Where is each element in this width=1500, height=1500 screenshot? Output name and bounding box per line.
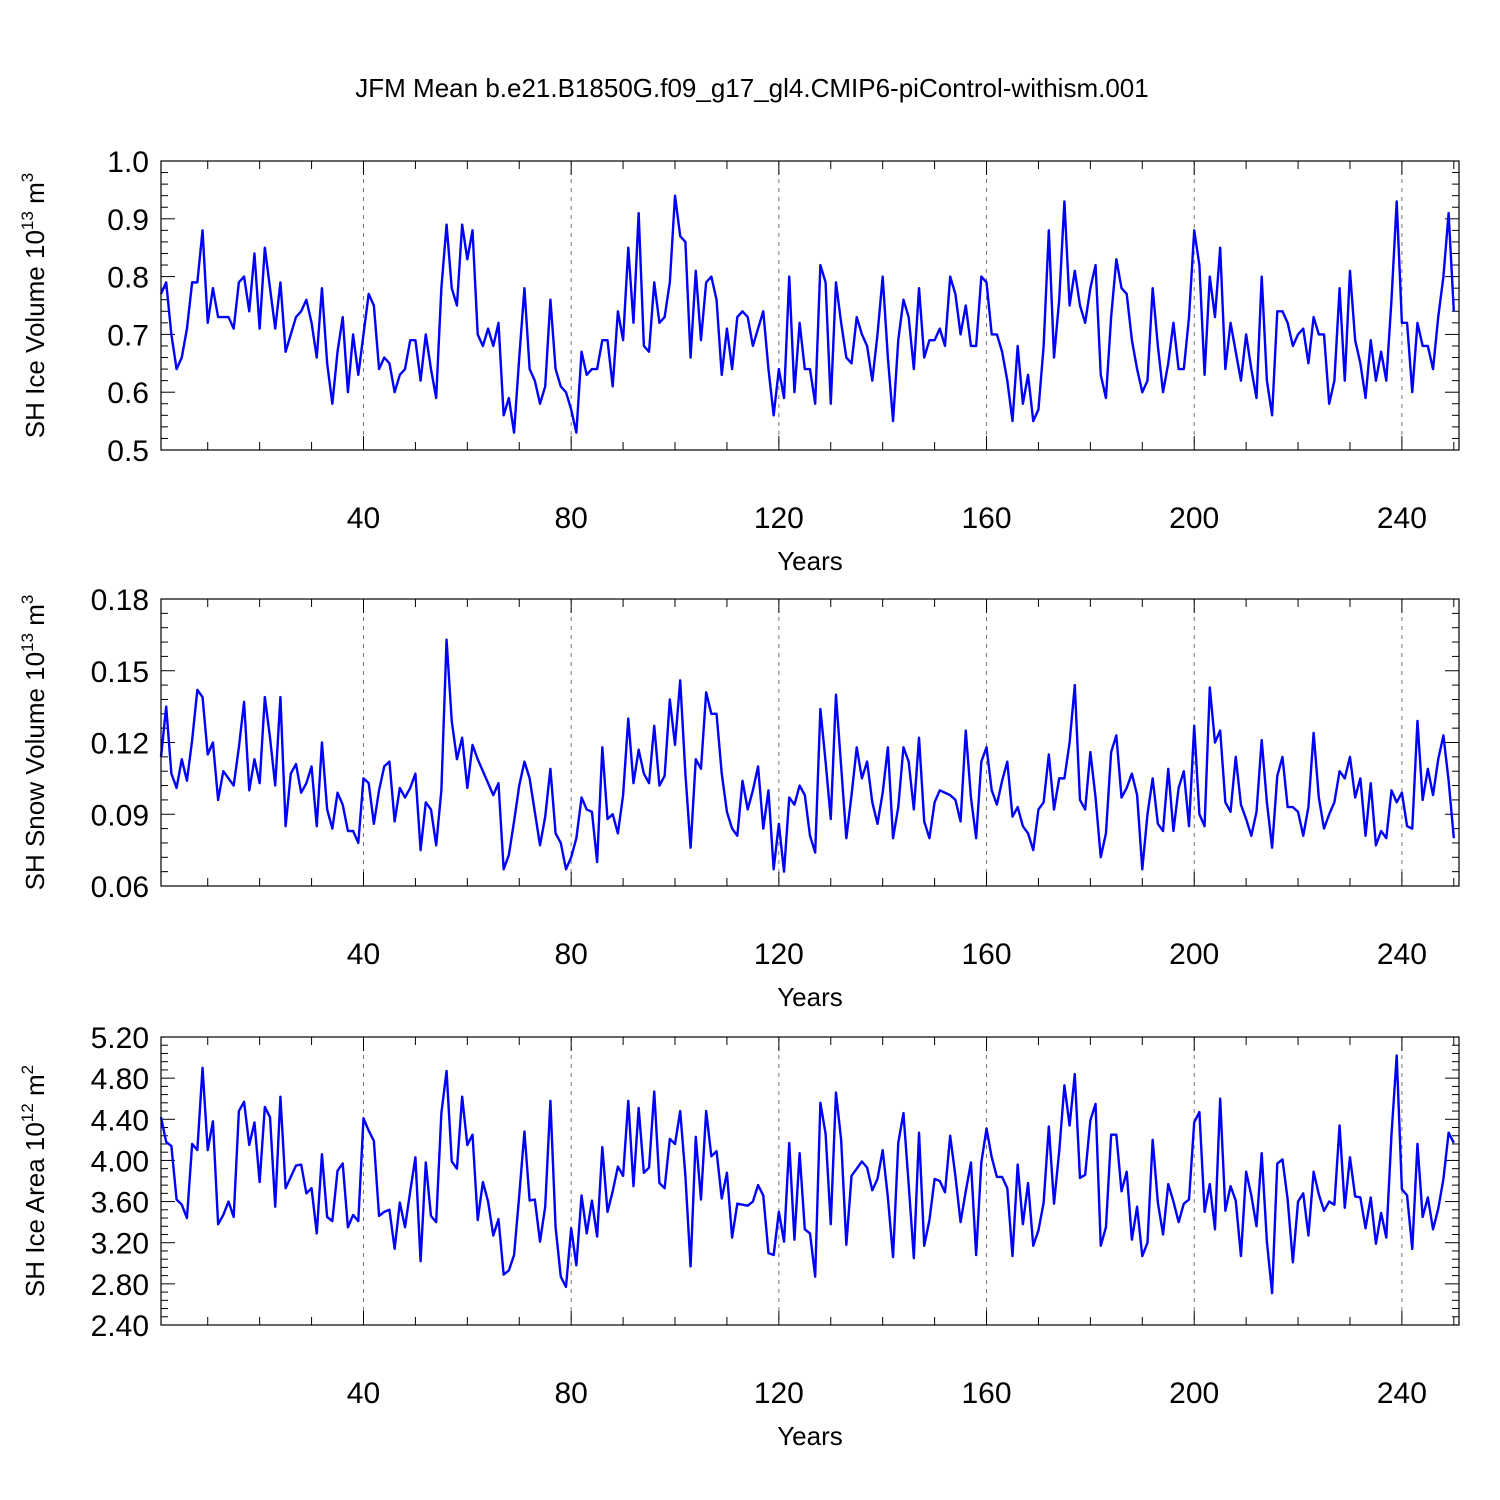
chart-title: JFM Mean b.e21.B1850G.f09_g17_gl4.CMIP6-… xyxy=(355,73,1148,103)
plot-frame xyxy=(160,1036,1460,1326)
x-tick-label: 80 xyxy=(554,938,587,971)
x-tick-label: 200 xyxy=(1169,502,1219,535)
y-tick-label: 0.12 xyxy=(91,728,149,761)
x-tick-label: 240 xyxy=(1377,938,1427,971)
y-tick-label: 0.09 xyxy=(91,799,149,832)
y-tick-label: 4.80 xyxy=(91,1063,149,1096)
x-axis-label: Years xyxy=(777,1421,843,1451)
x-tick-label: 120 xyxy=(754,938,804,971)
y-tick-label: 3.20 xyxy=(91,1228,149,1261)
x-tick-label: 160 xyxy=(961,502,1011,535)
y-tick-label: 2.40 xyxy=(91,1310,149,1343)
y-tick-label: 0.7 xyxy=(107,319,149,352)
x-tick-label: 80 xyxy=(554,1377,587,1410)
y-axis-label: SH Ice Volume 1013 m3 xyxy=(18,173,50,438)
x-tick-label: 80 xyxy=(554,502,587,535)
panel-3: 2.40 2.80 3.20 3.60 4.00 4.40 4.80 5.20 40 80 120 1… xyxy=(18,1022,1460,1451)
x-tick-label: 240 xyxy=(1377,502,1427,535)
y-tick-label: 3.60 xyxy=(91,1187,149,1220)
x-tick-label: 40 xyxy=(347,502,380,535)
x-tick-label: 40 xyxy=(347,938,380,971)
series-line-3 xyxy=(159,1054,1455,1295)
y-tick-label: 1.0 xyxy=(107,146,149,179)
x-tick-label: 200 xyxy=(1169,1377,1219,1410)
y-axis-label: SH Snow Volume 1013 m3 xyxy=(18,595,50,891)
y-tick-label: 0.8 xyxy=(107,262,149,295)
y-tick-label: 2.80 xyxy=(91,1269,149,1302)
y-tick-label: 0.5 xyxy=(107,435,149,468)
y-tick-label: 0.9 xyxy=(107,204,149,237)
x-axis-label: Years xyxy=(777,982,843,1012)
y-axis-label: SH Ice Area 1012 m2 xyxy=(18,1065,50,1297)
x-tick-label: 200 xyxy=(1169,938,1219,971)
x-tick-label: 160 xyxy=(961,1377,1011,1410)
plot-frame xyxy=(160,598,1460,887)
y-tick-label: 5.20 xyxy=(91,1022,149,1055)
plot-frame xyxy=(160,160,1460,451)
x-axis-label: Years xyxy=(777,546,843,576)
y-tick-label: 0.6 xyxy=(107,377,149,410)
x-tick-label: 160 xyxy=(961,938,1011,971)
series-line-1 xyxy=(159,194,1456,434)
y-tick-label: 4.40 xyxy=(91,1104,149,1137)
panel-2: 0.06 0.09 0.12 0.15 0.18 40 80 120 160 200 240 Year… xyxy=(18,584,1460,1012)
y-tick-label: 0.06 xyxy=(91,871,149,904)
y-tick-label: 4.00 xyxy=(91,1145,149,1178)
panel-1: 0.5 0.6 0.7 0.8 0.9 1.0 40 80 120 160 200 240 Years S… xyxy=(18,146,1460,576)
y-tick-label: 0.18 xyxy=(91,584,149,617)
x-tick-label: 120 xyxy=(754,502,804,535)
x-tick-label: 240 xyxy=(1377,1377,1427,1410)
x-tick-label: 40 xyxy=(347,1377,380,1410)
series-line-2 xyxy=(159,638,1456,873)
y-tick-label: 0.15 xyxy=(91,656,149,689)
x-tick-label: 120 xyxy=(754,1377,804,1410)
